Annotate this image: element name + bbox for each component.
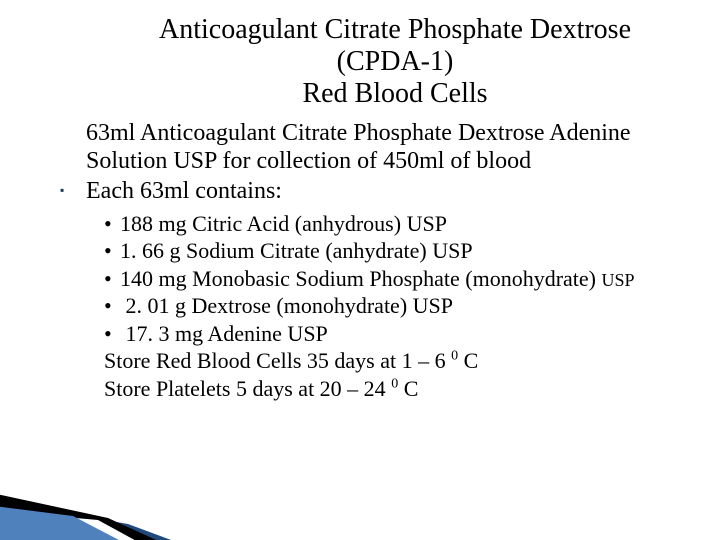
- contains-line: Each 63ml contains:: [86, 177, 692, 205]
- list-item: • 2. 01 g Dextrose (monohydrate) USP: [104, 292, 692, 320]
- list-item: •1. 66 g Sodium Citrate (anhydrate) USP: [104, 237, 692, 265]
- storage-line: Store Red Blood Cells 35 days at 1 – 6 0…: [104, 347, 692, 375]
- slide: Anticoagulant Citrate Phosphate Dextrose…: [0, 0, 720, 540]
- list-item: •188 mg Citric Acid (anhydrous) USP: [104, 210, 692, 238]
- lead-paragraph: 63ml Anticoagulant Citrate Phosphate Dex…: [86, 119, 692, 176]
- storage-line: Store Platelets 5 days at 20 – 24 0 C: [104, 375, 692, 403]
- list-item: •140 mg Monobasic Sodium Phosphate (mono…: [104, 265, 692, 293]
- corner-accent-icon: [0, 470, 198, 540]
- component-list: •188 mg Citric Acid (anhydrous) USP •1. …: [104, 210, 692, 348]
- title-line-3: Red Blood Cells: [302, 78, 487, 109]
- slide-title: Anticoagulant Citrate Phosphate Dextrose…: [98, 14, 692, 111]
- list-item: • 17. 3 mg Adenine USP: [104, 320, 692, 348]
- title-line-1: Anticoagulant Citrate Phosphate Dextrose: [159, 14, 631, 45]
- title-line-2: (CPDA-1): [337, 46, 454, 77]
- body-area: 63ml Anticoagulant Citrate Phosphate Dex…: [86, 119, 692, 402]
